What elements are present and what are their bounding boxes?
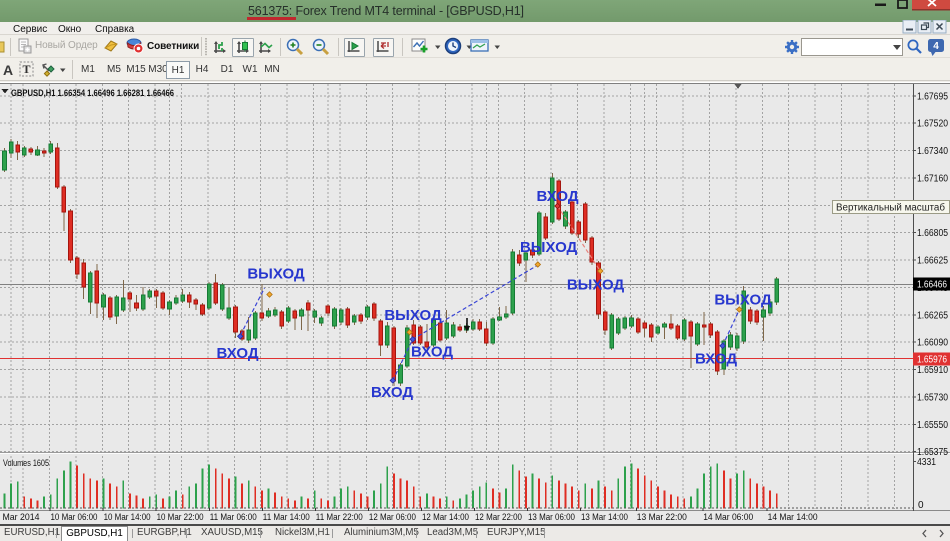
svg-text:Вертикальный масштаб: Вертикальный масштаб [836,202,945,214]
svg-text:ВХОД: ВХОД [411,344,453,361]
svg-text:1.65550: 1.65550 [917,420,948,431]
svg-text:T: T [22,62,30,76]
svg-text:13 Mar 22:00: 13 Mar 22:00 [637,512,687,523]
svg-text:13 Mar 14:00: 13 Mar 14:00 [581,512,628,523]
svg-text:10 Mar 22:00: 10 Mar 22:00 [157,512,204,523]
svg-text:ВЫХОД: ВЫХОД [384,307,442,324]
svg-text:Volumes 1605: Volumes 1605 [3,458,49,469]
svg-text:Mar 2014: Mar 2014 [3,512,40,523]
svg-text:ВХОД: ВХОД [216,345,258,362]
svg-text:1.66466: 1.66466 [917,280,947,291]
svg-text:1.66805: 1.66805 [917,228,948,239]
svg-text:GBPUSD,H1 1.66354 1.66496 1.6: GBPUSD,H1 1.66354 1.66496 1.66281 1.6646… [11,88,174,99]
svg-text:12 Mar 14:00: 12 Mar 14:00 [422,512,469,523]
svg-text:1.65730: 1.65730 [917,392,948,403]
svg-text:11 Mar 22:00: 11 Mar 22:00 [316,512,363,523]
svg-text:ВЫХОД: ВЫХОД [247,266,305,283]
svg-text:10 Mar 14:00: 10 Mar 14:00 [104,512,151,523]
svg-text:1.67340: 1.67340 [917,146,948,157]
svg-text:ВХОД: ВХОД [371,384,413,401]
svg-text:1.67160: 1.67160 [917,173,948,184]
svg-text:0: 0 [918,500,924,511]
svg-text:1.65976: 1.65976 [917,355,947,366]
svg-text:12 Mar 22:00: 12 Mar 22:00 [475,512,522,523]
svg-text:12 Mar 06:00: 12 Mar 06:00 [369,512,416,523]
svg-text:10 Mar 06:00: 10 Mar 06:00 [51,512,98,523]
svg-text:1.65910: 1.65910 [917,365,948,376]
svg-text:ВЫХОД: ВЫХОД [520,239,578,256]
svg-text:4: 4 [933,41,939,52]
svg-text:1.66090: 1.66090 [917,337,948,348]
svg-text:4331: 4331 [917,457,936,468]
svg-text:11 Mar 14:00: 11 Mar 14:00 [263,512,310,523]
svg-text:14 Mar 06:00: 14 Mar 06:00 [703,512,753,523]
svg-text:ВХОД: ВХОД [695,350,737,367]
svg-text:13 Mar 06:00: 13 Mar 06:00 [528,512,575,523]
svg-text:11 Mar 06:00: 11 Mar 06:00 [210,512,257,523]
svg-text:ВХОД: ВХОД [536,188,578,205]
svg-text:1.65375: 1.65375 [917,447,948,458]
svg-text:1.66625: 1.66625 [917,255,948,266]
svg-text:ВЫХОД: ВЫХОД [714,292,772,309]
svg-text:14 Mar 14:00: 14 Mar 14:00 [768,512,818,523]
svg-text:ВЫХОД: ВЫХОД [567,277,625,294]
svg-text:1.66265: 1.66265 [917,311,948,322]
svg-text:1.67520: 1.67520 [917,118,948,129]
svg-text:1.67695: 1.67695 [917,92,948,103]
